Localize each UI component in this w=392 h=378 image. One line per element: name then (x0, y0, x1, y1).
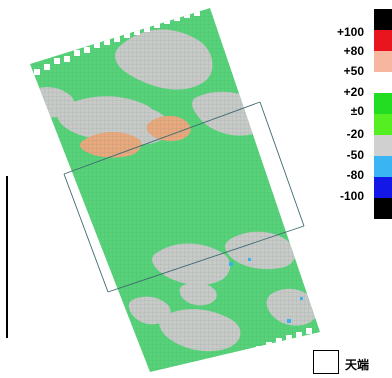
legend-swatch (374, 198, 392, 219)
legend-swatch (374, 93, 392, 114)
legend-color-bar (374, 9, 392, 219)
legend-swatch (374, 135, 392, 156)
legend-label-minus80: -80 (346, 168, 364, 182)
legend-label-minus50: -50 (346, 148, 364, 162)
legend-swatch (374, 9, 392, 30)
note-swatch (313, 350, 339, 374)
legend-label-plus100: +100 (336, 25, 364, 39)
legend-swatch (374, 156, 392, 177)
legend-label-plus80: +80 (343, 44, 364, 58)
section-lines (63, 101, 305, 293)
legend-label-minus20: -20 (346, 127, 364, 141)
legend-swatch (374, 177, 392, 198)
legend-swatch (374, 114, 392, 135)
left-vertical-rule (6, 176, 8, 338)
legend-label-plus20: +20 (343, 85, 364, 99)
note-label: 天端 (345, 358, 370, 372)
legend-swatch (374, 51, 392, 72)
legend-label-minus100: -100 (339, 189, 364, 203)
legend-swatch (374, 30, 392, 51)
legend-label-zero: ±0 (350, 104, 364, 118)
legend-label-plus50: +50 (343, 64, 364, 78)
legend-swatch (374, 72, 392, 93)
